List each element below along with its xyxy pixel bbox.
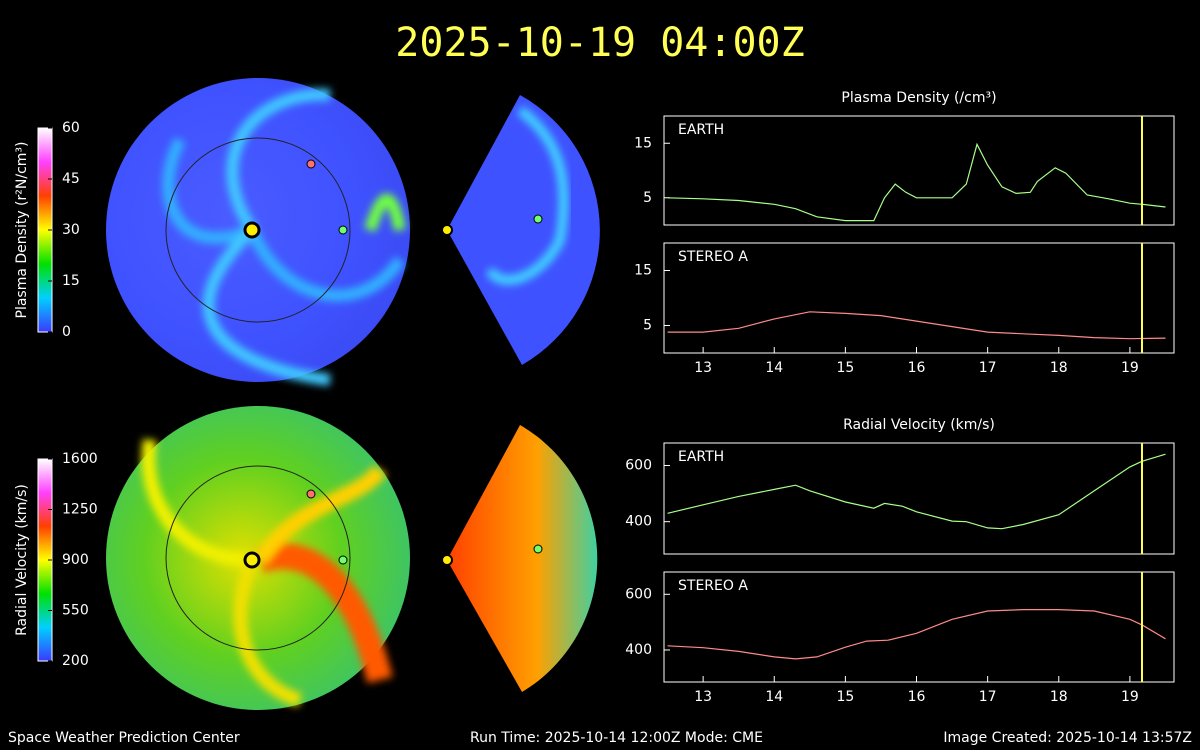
footer-left: Space Weather Prediction Center <box>8 730 240 746</box>
panel-frame <box>663 242 1175 354</box>
density-disc <box>106 78 600 386</box>
y-tick-label: 15 <box>634 263 652 279</box>
colorbar-title: Radial Velocity (km/s) <box>14 484 30 636</box>
x-tick-label: 13 <box>694 360 712 376</box>
panel-frame <box>663 571 1175 683</box>
y-tick-label: 15 <box>634 135 652 151</box>
colorbar-tick-label: 45 <box>62 171 80 187</box>
colorbar-tick-label: 1600 <box>62 451 98 467</box>
x-tick-label: 13 <box>694 689 712 705</box>
y-tick-label: 600 <box>625 586 652 602</box>
y-tick-label: 400 <box>625 642 652 658</box>
series-label: STEREO A <box>678 578 748 594</box>
x-tick-label: 19 <box>1121 689 1139 705</box>
x-tick-label: 16 <box>908 689 926 705</box>
colorbar-tick-label: 1250 <box>62 502 98 518</box>
colorbar-title: Plasma Density (r²N/cm³) <box>14 142 30 319</box>
y-tick-label: 5 <box>643 318 652 334</box>
panel-title: Plasma Density (/cm³) <box>841 90 996 106</box>
footer-right: Image Created: 2025-10-14 13:57Z <box>943 730 1192 746</box>
series-line <box>667 142 1166 222</box>
x-tick-label: 14 <box>765 360 783 376</box>
panel-title: Radial Velocity (km/s) <box>843 417 995 433</box>
x-tick-label: 14 <box>765 689 783 705</box>
x-tick-label: 16 <box>908 360 926 376</box>
x-tick-label: 15 <box>836 360 854 376</box>
y-tick-label: 5 <box>643 190 652 206</box>
series-line <box>667 453 1166 530</box>
panel-frame <box>663 115 1175 226</box>
x-tick-label: 17 <box>979 689 997 705</box>
colorbar-tick-label: 30 <box>62 222 80 238</box>
colorbar-tick-label: 200 <box>62 653 89 669</box>
footer-center: Run Time: 2025-10-14 12:00Z Mode: CME <box>470 730 763 746</box>
x-tick-label: 15 <box>836 689 854 705</box>
series-line <box>667 311 1166 340</box>
colorbar-tick-label: 15 <box>62 273 80 289</box>
series-label: EARTH <box>678 449 724 465</box>
velocity-disc <box>106 406 598 710</box>
colorbar-tick-label: 60 <box>62 120 80 136</box>
colorbar-tick-label: 0 <box>62 324 71 340</box>
y-tick-label: 600 <box>625 457 652 473</box>
x-tick-label: 18 <box>1050 360 1068 376</box>
x-tick-label: 18 <box>1050 689 1068 705</box>
colorbar-tick-label: 900 <box>62 552 89 568</box>
y-tick-label: 400 <box>625 514 652 530</box>
series-line <box>667 609 1166 660</box>
x-tick-label: 17 <box>979 360 997 376</box>
series-label: STEREO A <box>678 249 748 265</box>
panel-frame <box>663 442 1175 555</box>
page-title: 2025-10-19 04:00Z <box>395 20 804 66</box>
x-tick-label: 19 <box>1121 360 1139 376</box>
colorbar-tick-label: 550 <box>62 603 89 619</box>
series-label: EARTH <box>678 122 724 138</box>
